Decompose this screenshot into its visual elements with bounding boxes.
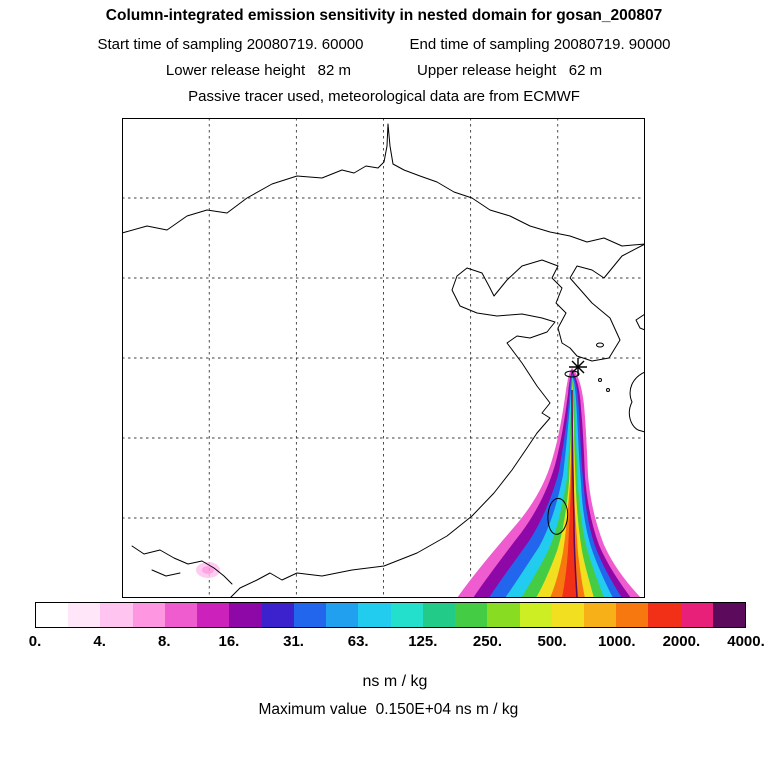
colorbar-segment [36,603,69,627]
colorbar-segment [68,603,101,627]
colorbar-tick-label: 4. [93,633,106,650]
colorbar-segment [293,603,327,627]
small-island [606,388,610,392]
colorbar-segment [487,603,520,627]
maximum-value-line: Maximum value 0.150E+04 ns m / kg [0,683,768,719]
colorbar-tick-label: 2000. [662,633,701,650]
colorbar-tick-label: 63. [347,633,369,650]
colorbar-segment [519,603,552,627]
colorbar-segment [229,603,262,627]
tracer-info-line: Passive tracer used, meteorological data… [0,88,768,105]
colorbar-segment [358,603,391,627]
plume-layer-cyan [505,376,613,598]
colorbar-tick-label: 125. [408,633,438,650]
colorbar-segment [680,603,713,627]
plume-layer-orange [550,386,585,598]
colorbar-tick-label: 250. [472,633,503,650]
map-svg [121,118,646,599]
continent-coast-path [229,243,646,599]
colorbar-segment [422,603,456,627]
colorbar-segment [712,603,746,627]
colorbar-segment [390,603,423,627]
colorbar-tick-label: 8. [158,633,171,650]
colorbar-ticks: 0. 4. 8. 16. 31. 63. 125. 250. 500. 1000. 2000. 400… [29,633,765,651]
release-heights-line: Lower release height 82 m Upper release … [0,62,768,79]
colorbar-tick-label: 0. [28,633,42,650]
colorbar-tick-label: 500. [537,633,567,650]
patch-inner [202,566,214,574]
southwest-border-path-2 [151,569,181,577]
colorbar-segment [616,603,649,627]
colorbar-segment [326,603,359,627]
upper-release-text: Upper release height 62 m [417,62,603,79]
colorbar-segment [100,603,133,627]
northern-border-path [121,123,646,247]
colorbar [35,602,746,628]
small-island [598,378,602,382]
coastlines [121,123,646,599]
sampling-times-line: Start time of sampling 20080719. 60000 E… [0,36,768,53]
colorbar-units-label: ns m / kg [35,655,746,691]
plume-layer-yellow [536,382,594,598]
sensitivity-plume [457,368,641,599]
low-value-patch [196,562,220,578]
colorbar-segment [648,603,681,627]
colorbar-segment [583,603,617,627]
plume-layer-green [521,379,604,598]
lower-release-text: Lower release height 82 m [165,62,351,79]
tracer-info-text: Passive tracer used, meteorological data… [188,88,580,105]
colorbar-tick-label: 16. [218,633,240,650]
chart-title: Column-integrated emission sensitivity i… [0,7,768,25]
colorbar-segment [551,603,584,627]
colorbar-segment [132,603,165,627]
map-frame [122,118,645,598]
kyushu-coast-path [628,371,646,433]
colorbar-tick-label: 31. [283,633,304,650]
chart-title-text: Column-integrated emission sensitivity i… [105,7,663,24]
colorbar-segment [455,603,488,627]
tsushima-island [596,342,604,348]
units-text: ns m / kg [362,673,428,690]
plume-core-spine [571,389,578,599]
jeju-island [564,370,580,378]
taiwan-island-path [547,498,569,535]
colorbar-tick-label: 1000. [597,633,636,650]
honshu-coast-path [635,313,646,331]
sampling-end-text: End time of sampling 20080719. 90000 [409,36,671,53]
colorbar-segment [261,603,294,627]
colorbar-tick-label: 4000. [727,633,765,650]
maximum-value-text: Maximum value 0.150E+04 ns m / kg [258,701,519,718]
colorbar-segment [197,603,230,627]
southwest-border-path [131,545,233,585]
colorbar-segment [164,603,198,627]
map-panel [121,118,646,599]
receptor-star-marker [569,358,587,376]
sampling-start-text: Start time of sampling 20080719. 60000 [97,36,364,53]
